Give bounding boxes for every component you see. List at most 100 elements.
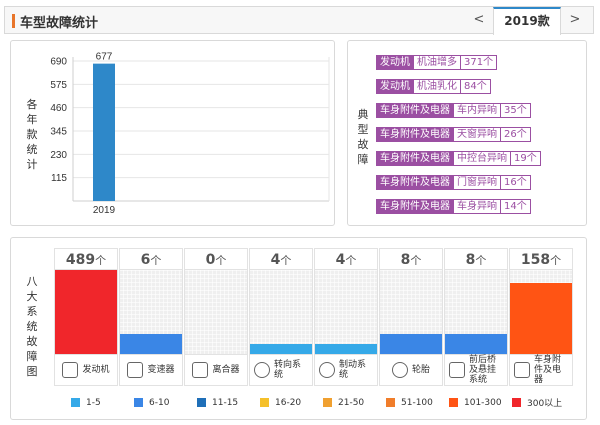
prev-year-button[interactable]: < — [473, 12, 485, 27]
system-bar — [380, 333, 442, 354]
system-bar-area — [54, 270, 118, 354]
legend-item: 1-5 — [71, 396, 134, 409]
system-bar-area — [379, 270, 443, 354]
fault-count-tag: 35个 — [501, 103, 531, 118]
year-stats-side-label-char: 统 — [26, 143, 38, 156]
legend-swatch — [197, 398, 206, 407]
system-column[interactable]: 0个 离合器 — [184, 248, 248, 386]
system-count-value: 4 — [270, 252, 281, 268]
fault-count-tag: 26个 — [501, 127, 531, 142]
fault-name-tag: 车内异响 — [454, 103, 501, 118]
legend-swatch — [449, 398, 458, 407]
fault-row[interactable]: 车身附件及电器 门窗异响 16个 — [376, 175, 531, 190]
legend-label: 11-15 — [212, 397, 239, 408]
legend-swatch — [260, 398, 269, 407]
system-count-value: 6 — [140, 252, 151, 268]
system-count-value: 8 — [400, 252, 411, 268]
legend-swatch — [134, 398, 143, 407]
fault-name-tag: 天窗异响 — [454, 127, 501, 142]
system-column[interactable]: 158个 车身附件及电器 — [509, 248, 573, 386]
legend-item: 300以上 — [512, 396, 575, 409]
system-column[interactable]: 4个制动系统 — [314, 248, 378, 386]
system-column[interactable]: 8个轮胎 — [379, 248, 443, 386]
bar-2019 — [93, 63, 115, 201]
legend-item: 16-20 — [260, 396, 323, 409]
fault-row[interactable]: 车身附件及电器 车内异响 35个 — [376, 103, 531, 118]
system-label: 变速器 — [119, 354, 183, 386]
fault-row[interactable]: 车身附件及电器 中控台异响 19个 — [376, 151, 541, 166]
legend-label: 6-10 — [149, 397, 170, 408]
fault-category-tag: 车身附件及电器 — [376, 127, 454, 142]
system-column[interactable]: 4个 转向系统 — [249, 248, 313, 386]
year-stats-panel: 各年款统计 115 230 345 460 575 690 677 2019 — [10, 40, 335, 226]
fault-category-tag: 车身附件及电器 — [376, 103, 454, 118]
fault-category-tag: 车身附件及电器 — [376, 151, 454, 166]
system-label-text: 轮胎 — [411, 365, 430, 375]
system-bar — [250, 343, 312, 354]
system-count-unit: 个 — [550, 254, 562, 267]
system-count: 4个 — [249, 248, 313, 270]
year-stats-side-label: 各年款统计 — [25, 97, 39, 172]
system-label: 轮胎 — [379, 354, 443, 386]
system-label: 前后桥及悬挂系统 — [444, 354, 508, 386]
fault-name-tag: 门窗异响 — [454, 175, 501, 190]
bar-data-label: 677 — [96, 52, 113, 63]
system-bar — [315, 343, 377, 354]
system-bar-area — [249, 270, 313, 354]
system-bar-area — [119, 270, 183, 354]
legend-label: 51-100 — [401, 397, 433, 408]
fault-count-tag: 16个 — [501, 175, 531, 190]
systems-side-label-char: 图 — [26, 365, 38, 378]
legend-label: 300以上 — [527, 399, 563, 409]
header-bar: 车型故障统计 < 2019款 > — [4, 6, 594, 35]
systems-side-label-char: 故 — [26, 335, 38, 348]
fault-row[interactable]: 车身附件及电器 天窗异响 26个 — [376, 127, 531, 142]
fault-category-tag: 发动机 — [376, 55, 414, 70]
tire-icon — [391, 362, 408, 378]
system-count: 489个 — [54, 248, 118, 270]
legend-item: 11-15 — [197, 396, 260, 409]
legend-item: 6-10 — [134, 396, 197, 409]
system-bar — [120, 333, 182, 354]
system-column[interactable]: 8个 前后桥及悬挂系统 — [444, 248, 508, 386]
systems-side-label-char: 大 — [26, 290, 38, 303]
legend-item: 101-300 — [449, 396, 512, 409]
y-tick-label: 575 — [50, 80, 67, 91]
fault-row[interactable]: 发动机 机油乳化 84个 — [376, 79, 491, 94]
system-bar-area — [509, 270, 573, 354]
year-stats-side-label-char: 款 — [26, 128, 38, 141]
fault-name-tag: 机油乳化 — [414, 79, 461, 94]
legend-item: 51-100 — [386, 396, 449, 409]
y-tick-label: 345 — [50, 127, 67, 138]
system-column[interactable]: 489个 发动机 — [54, 248, 118, 386]
system-label-text: 前后桥及悬挂系统 — [469, 355, 497, 385]
typical-faults-panel: 典型故障 发动机 机油增多 371个 发动机 机油乳化 84个 车身附件及电器 车内异响 35个… — [347, 40, 587, 226]
system-count-value: 489 — [65, 252, 96, 268]
fault-name-tag: 车身异响 — [454, 199, 501, 214]
systems-side-label-char: 统 — [26, 320, 38, 333]
fault-count-tag: 19个 — [511, 151, 541, 166]
systems-legend: 1-5 6-10 11-15 16-20 21-50 51-100 101-300 300以上 — [71, 396, 575, 409]
fault-count-tag: 14个 — [501, 199, 531, 214]
system-count-value: 4 — [335, 252, 346, 268]
legend-item: 21-50 — [323, 396, 386, 409]
system-bar-area — [444, 270, 508, 354]
system-count-unit: 个 — [410, 254, 422, 267]
fault-name-tag: 机油增多 — [414, 55, 461, 70]
system-count-unit: 个 — [345, 254, 357, 267]
fault-row[interactable]: 发动机 机油增多 371个 — [376, 55, 498, 70]
fault-count-tag: 84个 — [461, 79, 491, 94]
legend-swatch — [71, 398, 80, 407]
next-year-button[interactable]: > — [569, 12, 581, 27]
year-stats-side-label-char: 计 — [26, 158, 38, 171]
legend-swatch — [386, 398, 395, 407]
system-column[interactable]: 6个变速器 — [119, 248, 183, 386]
system-count: 6个 — [119, 248, 183, 270]
fault-row[interactable]: 车身附件及电器 车身异响 14个 — [376, 199, 531, 214]
system-count: 4个 — [314, 248, 378, 270]
fault-name-tag: 中控台异响 — [454, 151, 511, 166]
legend-label: 16-20 — [275, 397, 302, 408]
tab-year-2019[interactable]: 2019款 — [493, 7, 561, 35]
system-count-value: 8 — [465, 252, 476, 268]
system-label-text: 制动系统 — [339, 360, 367, 380]
